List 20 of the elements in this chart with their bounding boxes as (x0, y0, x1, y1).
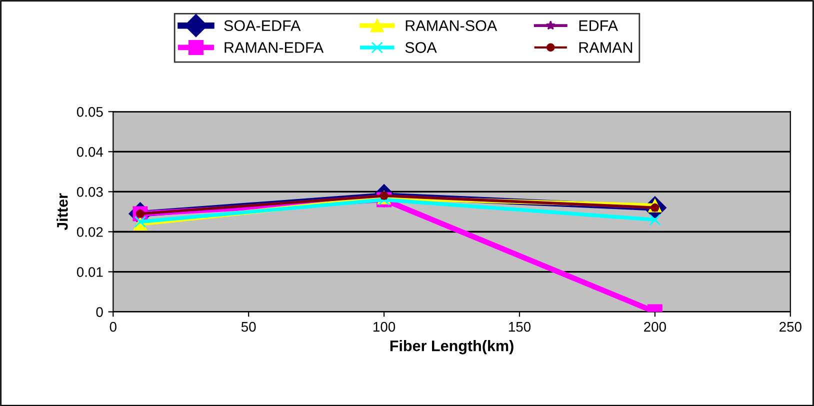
x-axis-title: Fiber Length(km) (390, 340, 514, 354)
y-tick-label: 0.02 (76, 227, 103, 237)
legend-label: RAMAN-EDFA (224, 42, 324, 53)
x-tick-label: 100 (374, 322, 396, 332)
y-tick-label: 0.01 (76, 267, 103, 277)
legend-label: SOA (405, 42, 437, 53)
x-tick-label: 200 (644, 322, 666, 332)
y-tick-label: 0.04 (76, 147, 104, 157)
y-tick-label: 0.05 (76, 106, 103, 117)
x-tick-label: 50 (241, 322, 256, 332)
y-tick-label: 0.03 (76, 187, 103, 197)
x-tick-label: 250 (780, 322, 802, 332)
legend-label: SOA-EDFA (224, 20, 301, 32)
legend-label: RAMAN (579, 42, 632, 53)
x-tick-label: 0 (110, 322, 116, 332)
y-axis-title: Jitter (56, 193, 68, 230)
x-tick-label: 150 (508, 322, 531, 332)
y-tick-label: 0 (96, 307, 103, 317)
legend-label: RAMAN-SOA (406, 20, 498, 32)
legend-label: EDFA (579, 20, 618, 31)
